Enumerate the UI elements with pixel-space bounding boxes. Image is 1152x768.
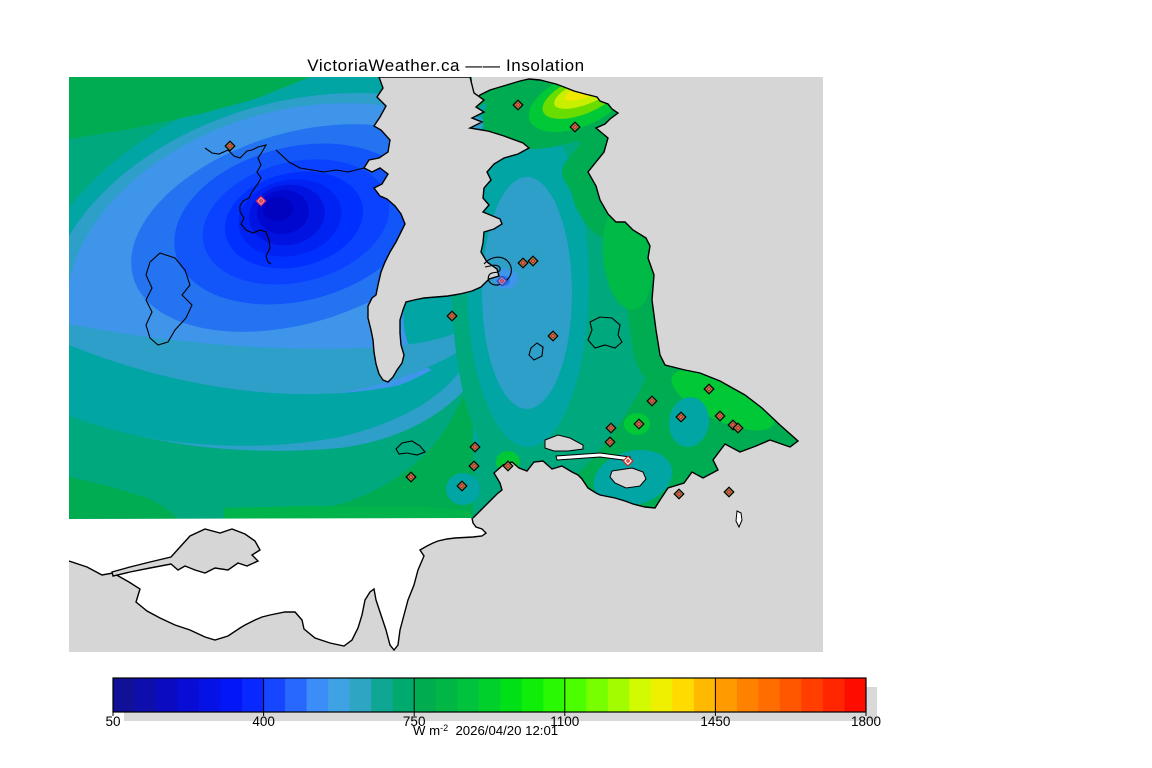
- svg-text:1100: 1100: [550, 714, 579, 729]
- svg-text:VictoriaWeather.ca —— Insolati: VictoriaWeather.ca —— Insolation: [307, 56, 584, 75]
- svg-text:1450: 1450: [700, 714, 730, 729]
- svg-text:1800: 1800: [851, 714, 881, 729]
- svg-text:400: 400: [252, 714, 275, 729]
- svg-text:750: 750: [403, 714, 426, 729]
- svg-text:W m-2 2026/04/20 12:01: W m-2 2026/04/20 12:01: [413, 723, 558, 738]
- svg-text:50: 50: [105, 714, 120, 729]
